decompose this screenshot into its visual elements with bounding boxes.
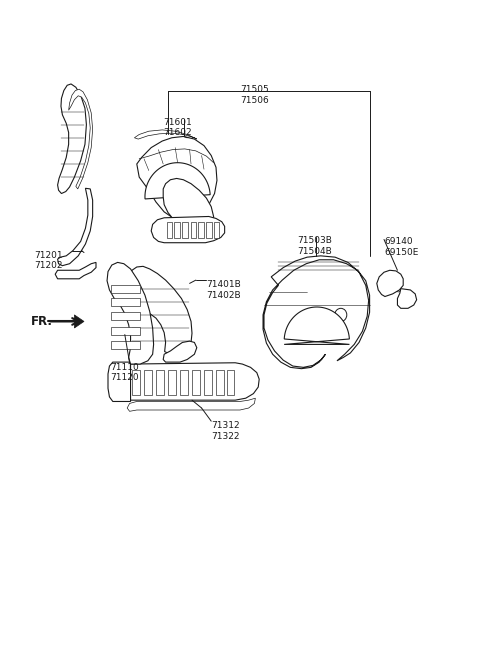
Bar bbox=[111, 327, 140, 335]
Text: 71505
71506: 71505 71506 bbox=[240, 85, 269, 105]
Polygon shape bbox=[114, 363, 259, 400]
Polygon shape bbox=[74, 315, 84, 328]
Text: 71401B
71402B: 71401B 71402B bbox=[206, 280, 241, 300]
Bar bbox=[182, 222, 188, 238]
Polygon shape bbox=[108, 362, 131, 401]
Bar bbox=[132, 370, 140, 395]
Ellipse shape bbox=[72, 272, 77, 276]
Polygon shape bbox=[137, 136, 217, 220]
Polygon shape bbox=[58, 84, 86, 194]
Polygon shape bbox=[145, 163, 210, 199]
Polygon shape bbox=[377, 270, 403, 297]
Bar bbox=[111, 341, 140, 349]
Bar bbox=[214, 222, 219, 238]
Polygon shape bbox=[134, 130, 197, 139]
Bar bbox=[111, 298, 140, 306]
Bar bbox=[168, 370, 176, 395]
Text: 71201
71202: 71201 71202 bbox=[35, 251, 63, 270]
Bar bbox=[111, 312, 140, 320]
Text: 69140
69150E: 69140 69150E bbox=[384, 237, 419, 257]
Polygon shape bbox=[58, 188, 93, 266]
Ellipse shape bbox=[396, 288, 400, 292]
Bar bbox=[227, 370, 234, 395]
Polygon shape bbox=[284, 307, 349, 344]
Polygon shape bbox=[107, 262, 154, 364]
Polygon shape bbox=[55, 262, 96, 279]
Bar bbox=[180, 370, 188, 395]
Bar bbox=[174, 222, 180, 238]
Ellipse shape bbox=[177, 350, 183, 355]
Polygon shape bbox=[151, 216, 225, 243]
Text: 71312
71322: 71312 71322 bbox=[211, 421, 240, 441]
Polygon shape bbox=[69, 89, 93, 189]
Text: FR.: FR. bbox=[31, 315, 53, 328]
Polygon shape bbox=[163, 341, 197, 362]
Bar bbox=[206, 222, 212, 238]
Polygon shape bbox=[397, 289, 417, 308]
Polygon shape bbox=[130, 266, 192, 354]
Bar bbox=[198, 222, 204, 238]
Bar bbox=[111, 285, 140, 293]
Text: 71601
71602: 71601 71602 bbox=[163, 118, 192, 138]
Bar bbox=[204, 370, 212, 395]
Ellipse shape bbox=[386, 279, 391, 285]
Polygon shape bbox=[127, 398, 255, 411]
Bar bbox=[167, 222, 172, 238]
Bar bbox=[156, 370, 164, 395]
Text: 71110
71120: 71110 71120 bbox=[110, 363, 139, 382]
Bar bbox=[192, 370, 200, 395]
Bar bbox=[216, 370, 224, 395]
Polygon shape bbox=[263, 256, 370, 369]
Polygon shape bbox=[163, 178, 214, 237]
Ellipse shape bbox=[335, 308, 347, 321]
Text: 71503B
71504B: 71503B 71504B bbox=[298, 236, 333, 256]
Bar bbox=[144, 370, 152, 395]
Bar bbox=[191, 222, 196, 238]
